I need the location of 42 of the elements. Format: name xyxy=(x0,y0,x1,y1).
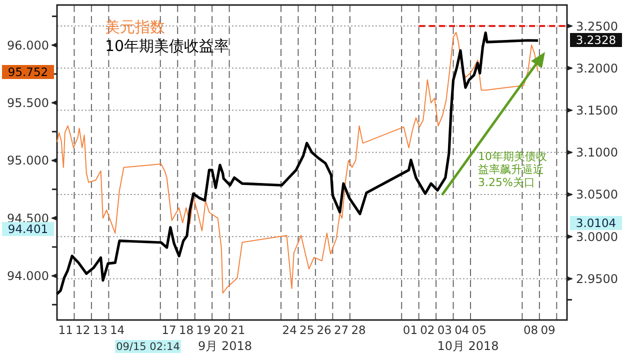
x-tick-label: 18 xyxy=(178,323,194,337)
x-tick-label: 27 xyxy=(334,323,349,337)
text: 9月 2018 xyxy=(198,339,252,353)
annotation: 10年期美债收益率飙升逼近3.25%关口 xyxy=(478,150,547,189)
x-tick-label: 19 xyxy=(196,323,211,337)
x-tick-label: 21 xyxy=(230,323,246,337)
y2-tick-label: 2.9500 xyxy=(576,272,618,286)
text: 美元指数 xyxy=(105,18,165,36)
x-tick-label: 08 xyxy=(523,323,538,337)
x-tick-label: 20 xyxy=(213,323,228,337)
x-tick-label: 14 xyxy=(110,323,125,337)
text: 94.401 xyxy=(8,222,48,236)
text: 95.752 xyxy=(8,65,48,80)
x-tick-label: 17 xyxy=(162,323,176,337)
x-tick-label: 24 xyxy=(282,323,297,337)
y-tick-label: 95.500 xyxy=(7,96,49,110)
text: 3.2328 xyxy=(576,33,616,48)
x-tick-label: 04 xyxy=(454,323,470,337)
x-tick-label: 11 xyxy=(58,323,73,337)
x-tick-label: 26 xyxy=(316,323,332,337)
y2-tick-label: 3.0500 xyxy=(576,188,618,202)
x-tick-label: 03 xyxy=(437,323,452,337)
x-tick-label: 05 xyxy=(472,323,486,337)
text: 09/15 02:14 xyxy=(116,341,180,353)
x-tick-label: 28 xyxy=(351,323,366,337)
y2-tick-label: 3.1000 xyxy=(576,146,618,160)
y-tick-label: 94.000 xyxy=(7,269,49,284)
y2-tick-label: 3.1500 xyxy=(576,103,618,118)
x-tick-label: 13 xyxy=(92,323,108,337)
text: 10月 2018 xyxy=(437,339,499,353)
y2-tick-label: 3.0000 xyxy=(576,230,618,244)
y-tick-label: 95.000 xyxy=(7,154,49,168)
text: 3.0104 xyxy=(576,216,616,230)
x-tick-label: 12 xyxy=(76,323,90,337)
x-tick-label: 25 xyxy=(300,323,314,337)
y-tick-label: 96.000 xyxy=(7,38,49,52)
x-tick-label: 01 xyxy=(402,323,418,337)
x-tick-label: 09 xyxy=(540,323,556,337)
x-tick-label: 02 xyxy=(420,323,435,337)
text: 10年期美债收益率 xyxy=(105,37,230,55)
y2-tick-label: 3.2500 xyxy=(576,19,618,34)
y2-tick-label: 3.2000 xyxy=(576,61,618,76)
